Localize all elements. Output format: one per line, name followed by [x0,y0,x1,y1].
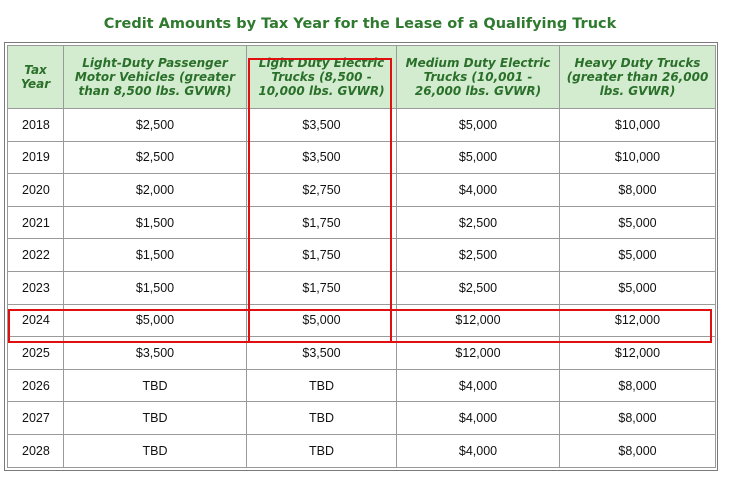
cell-year: 2023 [7,270,64,305]
credit-table-frame: Tax Year Light-Duty Passenger Motor Vehi… [4,42,718,471]
cell-light-duty-passenger: TBD [63,401,247,435]
table-row: 2022 $1,500 $1,750 $2,500 $5,000 [7,238,716,272]
cell-year: 2018 [7,108,64,142]
header-light-duty-electric: Light Duty Electric Trucks (8,500 - 10,0… [246,45,397,109]
cell-light-duty-electric: $1,750 [246,238,397,272]
cell-medium-duty-electric: $2,500 [396,238,560,272]
cell-light-duty-passenger: $2,500 [63,140,247,175]
cell-light-duty-electric: TBD [246,401,397,435]
cell-heavy-duty: $8,000 [559,401,716,435]
cell-year: 2025 [7,336,64,370]
cell-heavy-duty: $12,000 [559,336,716,370]
cell-medium-duty-electric: $12,000 [396,303,560,338]
header-heavy-duty: Heavy Duty Trucks (greater than 26,000 l… [559,45,716,109]
cell-heavy-duty: $10,000 [559,108,716,142]
cell-light-duty-electric: $1,750 [246,205,397,240]
cell-heavy-duty: $5,000 [559,270,716,305]
cell-heavy-duty: $5,000 [559,205,716,240]
cell-light-duty-passenger: $3,500 [63,336,247,370]
cell-light-duty-electric: TBD [246,368,397,403]
table-row: 2025 $3,500 $3,500 $12,000 $12,000 [7,336,716,370]
header-tax-year: Tax Year [7,45,64,109]
cell-light-duty-electric: $3,500 [246,108,397,142]
cell-heavy-duty: $8,000 [559,368,716,403]
cell-medium-duty-electric: $2,500 [396,270,560,305]
cell-year: 2024 [7,303,64,338]
cell-medium-duty-electric: $2,500 [396,205,560,240]
table-row: 2024 $5,000 $5,000 $12,000 $12,000 [7,303,716,338]
cell-medium-duty-electric: $12,000 [396,336,560,370]
cell-medium-duty-electric: $4,000 [396,433,560,468]
cell-light-duty-electric: $5,000 [246,303,397,338]
table-row: 2018 $2,500 $3,500 $5,000 $10,000 [7,108,716,142]
header-light-duty-passenger: Light-Duty Passenger Motor Vehicles (gre… [63,45,247,109]
cell-medium-duty-electric: $4,000 [396,401,560,435]
cell-light-duty-passenger: $1,500 [63,270,247,305]
cell-light-duty-electric: $3,500 [246,336,397,370]
table-row: 2028 TBD TBD $4,000 $8,000 [7,433,716,468]
cell-light-duty-passenger: $2,500 [63,108,247,142]
cell-light-duty-electric: $3,500 [246,140,397,175]
cell-year: 2022 [7,238,64,272]
cell-light-duty-passenger: TBD [63,433,247,468]
table-row: 2026 TBD TBD $4,000 $8,000 [7,368,716,403]
cell-year: 2026 [7,368,64,403]
cell-year: 2019 [7,140,64,175]
table-title: Credit Amounts by Tax Year for the Lease… [103,16,617,32]
cell-medium-duty-electric: $5,000 [396,108,560,142]
cell-light-duty-passenger: $1,500 [63,238,247,272]
cell-year: 2021 [7,205,64,240]
cell-light-duty-electric: $1,750 [246,270,397,305]
table-row: 2019 $2,500 $3,500 $5,000 $10,000 [7,140,716,175]
cell-light-duty-electric: TBD [246,433,397,468]
cell-medium-duty-electric: $5,000 [396,140,560,175]
cell-heavy-duty: $5,000 [559,238,716,272]
table-row: 2023 $1,500 $1,750 $2,500 $5,000 [7,270,716,305]
cell-heavy-duty: $8,000 [559,433,716,468]
cell-heavy-duty: $8,000 [559,173,716,207]
cell-year: 2027 [7,401,64,435]
cell-light-duty-passenger: $2,000 [63,173,247,207]
cell-light-duty-passenger: $5,000 [63,303,247,338]
cell-light-duty-electric: $2,750 [246,173,397,207]
header-row: Tax Year Light-Duty Passenger Motor Vehi… [7,45,716,109]
cell-light-duty-passenger: TBD [63,368,247,403]
cell-heavy-duty: $10,000 [559,140,716,175]
cell-medium-duty-electric: $4,000 [396,368,560,403]
table-row: 2020 $2,000 $2,750 $4,000 $8,000 [7,173,716,207]
cell-light-duty-passenger: $1,500 [63,205,247,240]
table-row: 2021 $1,500 $1,750 $2,500 $5,000 [7,205,716,240]
table-row: 2027 TBD TBD $4,000 $8,000 [7,401,716,435]
cell-medium-duty-electric: $4,000 [396,173,560,207]
header-medium-duty-electric: Medium Duty Electric Trucks (10,001 - 26… [396,45,560,109]
credit-table: Tax Year Light-Duty Passenger Motor Vehi… [7,45,716,468]
cell-year: 2028 [7,433,64,468]
cell-year: 2020 [7,173,64,207]
cell-heavy-duty: $12,000 [559,303,716,338]
